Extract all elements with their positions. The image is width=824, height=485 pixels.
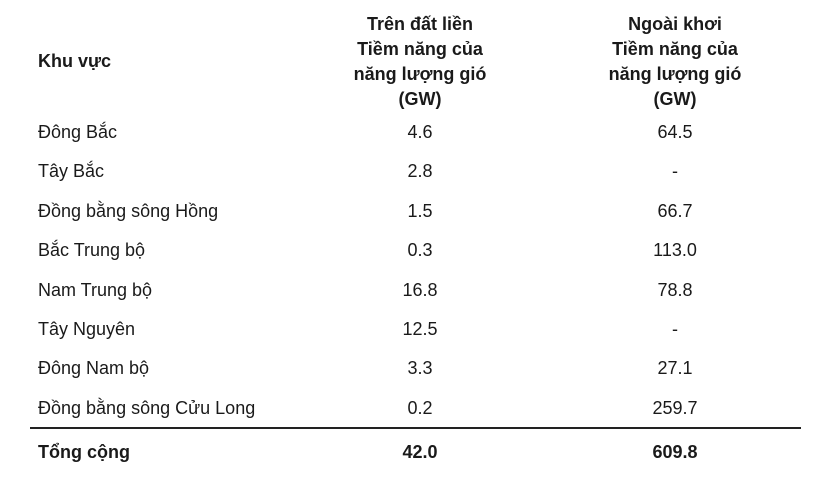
value-cell: 0.3: [407, 240, 433, 261]
header-cell: năng lượng gió: [353, 63, 487, 84]
total-cell: 609.8: [652, 442, 698, 462]
value-cell: 2.8: [407, 161, 433, 182]
value-cell: -: [672, 161, 678, 182]
total-cell: 42.0: [402, 442, 438, 462]
total-rule: [30, 427, 801, 429]
value-cell: 113.0: [653, 240, 697, 261]
value-cell: 66.7: [657, 200, 693, 221]
region-cell: Đông Nam bộ: [38, 358, 150, 379]
header-cell: Tiềm năng của: [612, 38, 738, 59]
header-cell: Tiềm năng của: [357, 38, 483, 59]
region-cell: Bắc Trung bộ: [38, 240, 146, 261]
value-cell: 259.7: [652, 397, 698, 418]
value-cell: 64.5: [657, 122, 693, 142]
value-cell: 16.8: [402, 279, 438, 300]
total-cell: Tổng cộng: [38, 442, 130, 462]
region-cell: Tây Bắc: [38, 161, 105, 182]
value-cell: 12.5: [402, 319, 438, 339]
value-cell: -: [672, 319, 678, 339]
value-cell: 78.8: [657, 279, 693, 300]
region-cell: Tây Nguyên: [38, 319, 136, 339]
header-cell: (GW): [398, 88, 442, 109]
value-cell: 3.3: [407, 358, 433, 379]
value-cell: 0.2: [407, 397, 433, 418]
header-cell: (GW): [653, 88, 697, 109]
region-cell: Đồng bằng sông Hồng: [38, 200, 219, 221]
region-cell: Đồng bằng sông Cửu Long: [38, 397, 256, 418]
header-cell: Ngoài khơi: [628, 13, 722, 34]
region-cell: Đông Bắc: [38, 122, 118, 142]
region-cell: Nam Trung bộ: [38, 279, 153, 300]
header-cell: Trên đất liền: [366, 13, 474, 34]
value-cell: 1.5: [407, 200, 433, 221]
value-cell: 27.1: [657, 358, 693, 379]
header-cell: Khu vực: [38, 51, 112, 71]
value-cell: 4.6: [407, 122, 433, 142]
header-cell: năng lượng gió: [608, 63, 742, 84]
